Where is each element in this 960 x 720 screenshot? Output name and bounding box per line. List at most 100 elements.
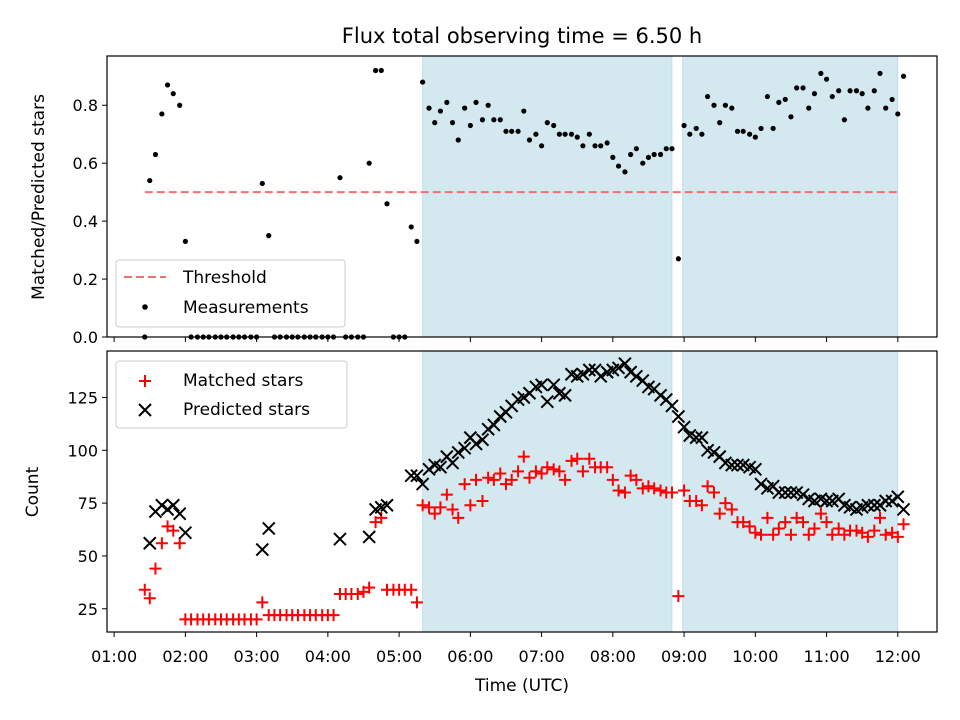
- measurement-point: [865, 105, 871, 111]
- predicted-legend-label: Predicted stars: [183, 400, 310, 420]
- count-x-ticks: 01:00 02:00 03:00 04:00 05:00 06:00 07:00 08:00…: [91, 632, 921, 666]
- predicted-star-point: [754, 477, 768, 491]
- measurement-point: [509, 128, 515, 134]
- measurement-point: [704, 93, 711, 100]
- ratio-panel: 0.00.20.40.60.8 Matched/Predicted stars …: [29, 55, 938, 347]
- measurement-point: [782, 96, 788, 103]
- measurement-point: [556, 131, 563, 137]
- predicted-star-point: [404, 468, 418, 483]
- predicted-star-point: [172, 506, 187, 521]
- matched-star-point: [256, 596, 269, 609]
- matched-star-point: [743, 520, 756, 533]
- matched-star-point: [505, 473, 518, 486]
- matched-star-point: [861, 530, 874, 543]
- matched-star-point: [494, 467, 507, 480]
- measurement-point: [628, 151, 634, 158]
- matched-legend-swatch: [139, 375, 151, 387]
- x-tick-label: 09:00: [661, 647, 707, 666]
- measurement-point: [687, 131, 693, 137]
- measurement-point: [526, 137, 533, 143]
- matched-star-point: [850, 524, 863, 537]
- predicted-star-point: [896, 502, 911, 517]
- predicted-star-point: [422, 462, 436, 477]
- x-tick-label: 01:00: [91, 647, 137, 666]
- predicted-star-point: [262, 521, 276, 536]
- matched-star-point: [642, 480, 655, 493]
- matched-star-point: [250, 613, 263, 626]
- measurements-legend-label: Measurements: [183, 298, 309, 318]
- matched-star-point: [571, 452, 584, 465]
- measurement-point: [164, 82, 171, 88]
- predicted-star-point: [540, 394, 554, 409]
- matched-star-point: [559, 473, 572, 486]
- measurement-point: [366, 160, 372, 166]
- matched-star-point: [423, 501, 436, 514]
- ratio-legend-box: [115, 259, 346, 328]
- predicted-star-point: [629, 369, 644, 384]
- measurement-point: [538, 143, 545, 149]
- matched-star-point: [601, 461, 614, 474]
- matched-star-point: [678, 484, 691, 497]
- measurement-point: [758, 125, 764, 132]
- measurement-point: [462, 105, 468, 111]
- predicted-star-point: [433, 460, 448, 474]
- matched-star-point: [155, 537, 168, 550]
- measurement-point: [372, 67, 379, 74]
- predicted-star-point: [796, 487, 810, 502]
- predicted-star-point: [469, 437, 483, 451]
- predicted-star-point: [487, 418, 501, 432]
- matched-star-point: [405, 583, 418, 596]
- predicted-star-point: [457, 441, 472, 455]
- predicted-star-point: [451, 445, 465, 460]
- measurement-point: [479, 117, 486, 123]
- matched-stars-markers: [138, 450, 910, 626]
- measurement-point: [699, 131, 705, 137]
- predicted-star-point: [665, 399, 679, 413]
- count-panel: 25 50 75 100 125 01:00 02:00 03:00 04:00 05:00 06…: [23, 350, 938, 696]
- measurement-point: [592, 143, 598, 149]
- matched-star-point: [458, 478, 471, 491]
- matched-star-point: [695, 499, 708, 512]
- matched-star-point: [891, 530, 904, 543]
- x-tick-label: 03:00: [234, 647, 280, 666]
- matched-star-point: [363, 581, 376, 594]
- matched-star-point: [802, 528, 815, 541]
- matched-star-point: [523, 471, 536, 484]
- matched-star-point: [434, 501, 447, 514]
- x-tick-label: 10:00: [732, 647, 778, 666]
- predicted-star-point: [695, 430, 709, 445]
- measurement-point: [485, 102, 491, 108]
- x-tick-label: 05:00: [376, 647, 422, 666]
- measurement-point: [147, 177, 153, 184]
- predicted-star-point: [576, 367, 590, 381]
- matched-star-point: [565, 454, 578, 467]
- matched-star-point: [167, 524, 180, 537]
- shaded-interval-1: [422, 350, 673, 633]
- measurement-point: [337, 175, 343, 181]
- measurement-point: [829, 93, 835, 100]
- predicted-star-point: [160, 502, 175, 517]
- measurement-point: [182, 238, 188, 245]
- predicted-star-point: [730, 458, 745, 472]
- measurement-point: [426, 105, 432, 111]
- predicted-star-point: [481, 422, 495, 436]
- x-tick-label: 02:00: [162, 647, 208, 666]
- y-tick-label: 100: [67, 441, 98, 460]
- matched-star-point: [725, 503, 738, 516]
- matched-star-point: [808, 522, 821, 535]
- count-plot-frame: [106, 350, 938, 633]
- predicted-star-point: [546, 378, 561, 392]
- measurement-point: [794, 85, 800, 91]
- predicted-legend-swatch: [138, 403, 152, 417]
- measurement-point: [847, 88, 853, 94]
- measurement-point: [663, 146, 669, 152]
- ratio-legend: Threshold Measurements: [115, 259, 346, 328]
- x-tick-label: 08:00: [590, 647, 636, 666]
- shaded-interval-2: [682, 55, 899, 338]
- measurement-point: [675, 256, 681, 262]
- predicted-star-point: [255, 542, 270, 557]
- x-tick-label: 12:00: [875, 647, 921, 666]
- x-tick-label: 07:00: [519, 647, 565, 666]
- matched-star-point: [826, 528, 839, 541]
- observing-window-shading: [422, 55, 899, 338]
